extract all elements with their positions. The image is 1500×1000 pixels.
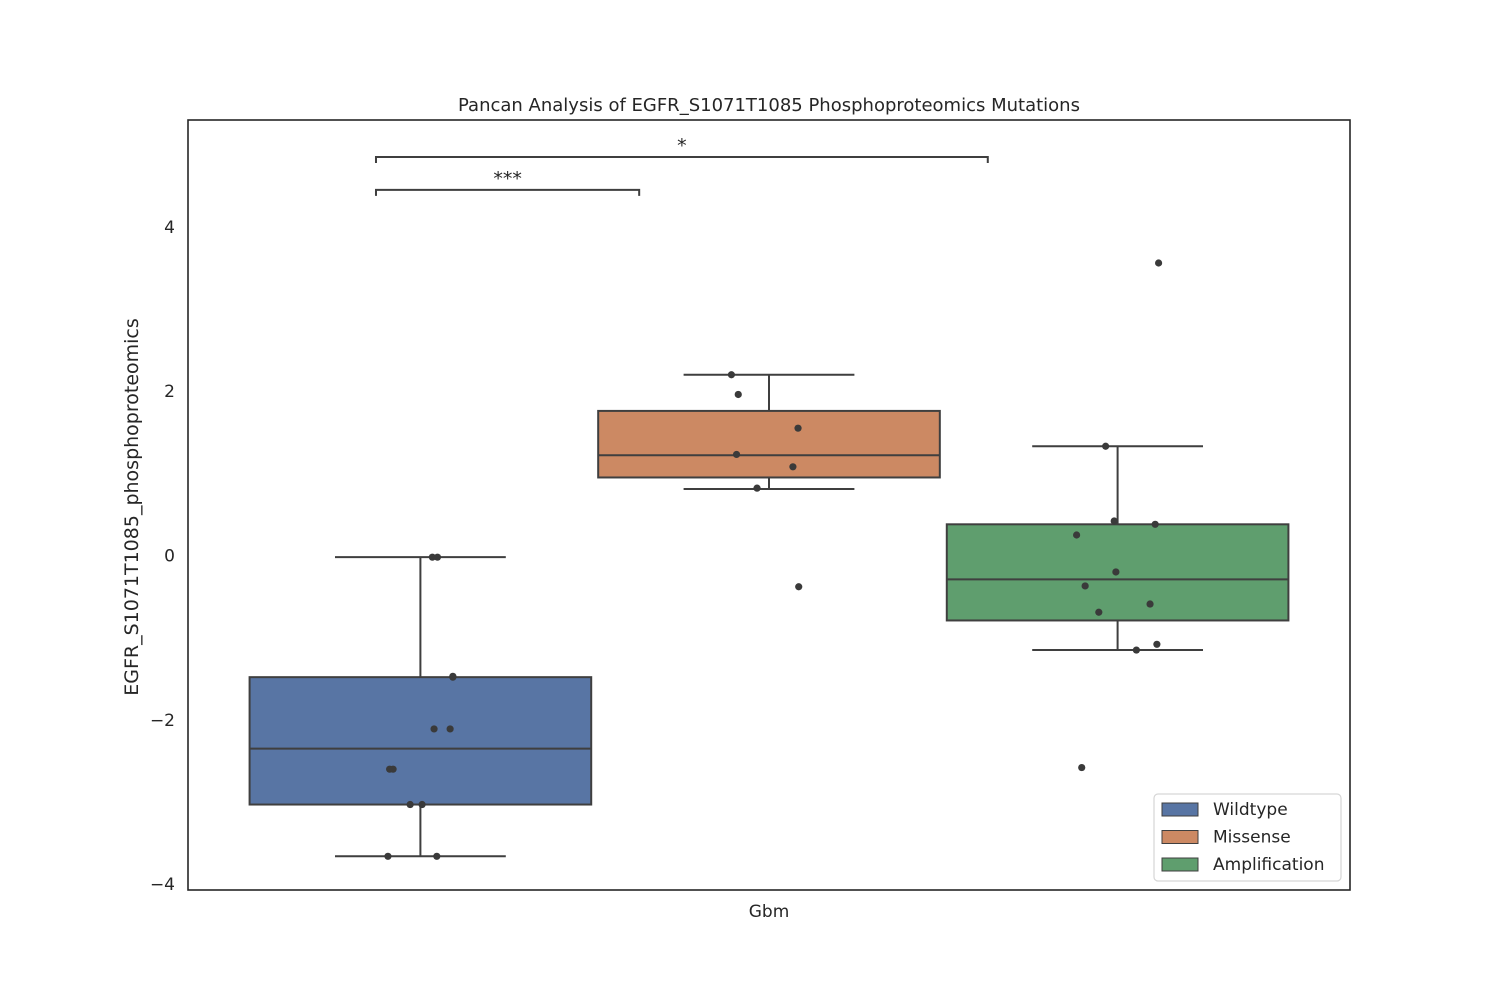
- data-point: [433, 553, 442, 561]
- y-tick-label: 2: [164, 382, 175, 402]
- data-point: [428, 553, 436, 561]
- data-point: [734, 390, 742, 399]
- data-point: [789, 463, 797, 471]
- plot-frame: [187, 119, 1351, 891]
- data-point: [384, 852, 392, 860]
- data-point: [1095, 608, 1103, 616]
- significance-bracket: ***: [374, 168, 641, 196]
- y-tick-label: −2: [150, 711, 175, 731]
- legend-label: Wildtype: [1213, 800, 1288, 820]
- chart-title: Pancan Analysis of EGFR_S1071T1085 Phosp…: [458, 95, 1080, 116]
- data-point: [1073, 531, 1081, 539]
- y-tick-label: −4: [150, 875, 175, 895]
- data-point: [1151, 520, 1159, 528]
- data-point: [1112, 568, 1120, 576]
- box-missense: [597, 371, 941, 591]
- legend-frame: [1153, 793, 1342, 882]
- data-point: [1154, 259, 1163, 267]
- data-point: [418, 800, 426, 809]
- bracket-line: [374, 155, 989, 163]
- legend-swatch: [1161, 802, 1199, 817]
- y-axis-label: EGFR_S1071T1085_phosphoproteomics: [121, 318, 143, 696]
- box-body: [597, 409, 941, 479]
- data-point: [795, 583, 803, 591]
- data-point: [389, 765, 397, 773]
- data-point: [406, 800, 414, 809]
- legend-item-amplification: Amplification: [1161, 855, 1324, 875]
- data-point: [1102, 442, 1110, 450]
- legend-item-wildtype: Wildtype: [1161, 800, 1288, 820]
- significance-annotations: ****: [374, 135, 989, 196]
- legend-label: Amplification: [1213, 855, 1324, 875]
- legend-label: Missense: [1213, 828, 1291, 848]
- y-tick-label: 4: [164, 218, 175, 238]
- data-point: [1081, 582, 1089, 590]
- legend: Wildtype Missense Amplification: [1153, 793, 1342, 882]
- significance-label: *: [677, 135, 687, 157]
- legend-swatch: [1161, 830, 1199, 844]
- bracket-line: [374, 188, 641, 196]
- data-point: [727, 371, 736, 379]
- legend-item-missense: Missense: [1161, 828, 1291, 848]
- data-point: [753, 484, 761, 492]
- data-point: [1078, 763, 1086, 772]
- y-tick-label: 0: [164, 547, 175, 567]
- data-point: [1110, 517, 1118, 525]
- data-point: [1146, 600, 1154, 608]
- x-tick-label: Gbm: [749, 902, 790, 922]
- data-point: [794, 424, 802, 432]
- data-point: [732, 450, 741, 459]
- plot-area: [248, 259, 1290, 860]
- box-body: [248, 676, 593, 806]
- data-point: [1132, 646, 1140, 654]
- data-point: [449, 672, 457, 680]
- data-point: [446, 725, 454, 733]
- significance-bracket: *: [374, 135, 989, 163]
- data-point: [433, 852, 441, 860]
- data-point: [430, 725, 438, 733]
- box-amplification: [945, 259, 1290, 772]
- y-axis: 4 2 0 −2 −4: [150, 218, 175, 895]
- data-point: [1153, 640, 1161, 648]
- legend-swatch: [1161, 857, 1199, 872]
- box-wildtype: [248, 553, 593, 860]
- significance-label: ***: [493, 168, 522, 190]
